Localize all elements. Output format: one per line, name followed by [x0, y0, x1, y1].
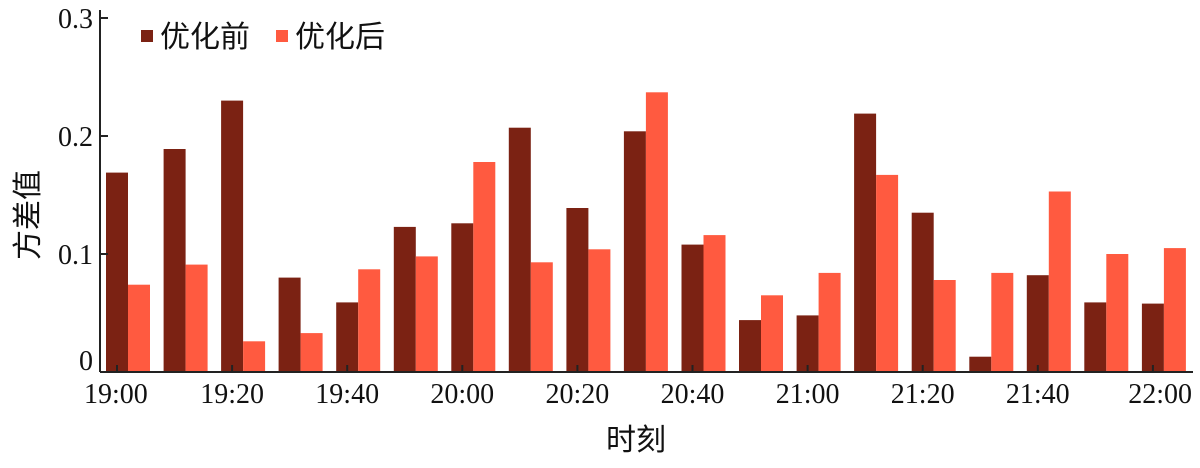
bar-series-1-20:20: [588, 249, 611, 372]
bar-series-1-21:30: [991, 272, 1014, 372]
bar-series-1-19:00: [128, 284, 150, 372]
y-tick-label: 0: [79, 346, 93, 377]
bar-series-0-21:00: [796, 315, 819, 372]
x-tick-label: 20:40: [661, 379, 725, 410]
x-tick-labels: 19:00 19:20 19:40 20:00 20:20 20:40 21:00 21:20…: [84, 379, 1192, 410]
axes: [99, 10, 1193, 373]
x-tick-label: 20:20: [546, 379, 610, 410]
x-axis-title: 时刻: [606, 423, 666, 458]
x-tick-label: 19:40: [315, 379, 379, 410]
y-axis-title: 方差值: [11, 170, 46, 260]
bar-series-1-19:50: [415, 256, 438, 372]
y-tick-label: 0.3: [58, 4, 93, 35]
bar-series-1-19:10: [185, 264, 208, 372]
bar-series-0-19:00: [106, 172, 128, 372]
bar-series-0-22:00: [1141, 303, 1164, 372]
bar-series-1-20:10: [530, 262, 553, 372]
bar-series-0-21:30: [969, 356, 992, 372]
x-tick-label: 19:00: [84, 379, 148, 410]
y-tick-label: 0.2: [58, 122, 93, 153]
bar-series-0-20:50: [739, 320, 761, 372]
legend-swatch-after: [276, 30, 288, 42]
bar-series-0-20:20: [566, 208, 589, 372]
bar-series-0-21:20: [911, 212, 934, 372]
bar-series-0-19:40: [336, 302, 359, 372]
bar-series-0-19:10: [163, 149, 186, 372]
x-tick-label: 20:00: [430, 379, 494, 410]
bar-series-1-21:50: [1106, 254, 1129, 372]
bar-series-0-20:00: [451, 223, 474, 372]
bars: [106, 92, 1186, 373]
bar-series-1-20:40: [703, 235, 726, 372]
bar-series-1-20:30: [645, 92, 668, 373]
bar-series-0-19:30: [278, 277, 301, 372]
bar-series-1-21:40: [1048, 191, 1071, 372]
bar-series-1-19:40: [358, 269, 381, 372]
bar-series-1-21:20: [933, 280, 956, 372]
x-tick-label: 21:00: [776, 379, 840, 410]
bar-series-1-19:20: [243, 341, 266, 372]
x-tick-label: 22:00: [1128, 379, 1192, 410]
bar-series-1-19:30: [300, 333, 323, 372]
bar-series-0-20:40: [681, 244, 704, 372]
x-tick-label: 21:20: [891, 379, 955, 410]
bar-series-1-20:00: [473, 162, 496, 372]
bar-series-0-20:10: [508, 127, 531, 372]
bar-series-0-19:50: [393, 226, 416, 372]
legend-swatch-before: [141, 30, 153, 42]
bar-series-0-19:20: [221, 100, 244, 372]
bar-series-1-20:50: [761, 295, 783, 372]
legend-label-after: 优化后: [295, 20, 385, 55]
x-tick-label: 21:40: [1006, 379, 1070, 410]
bar-series-1-21:00: [818, 272, 841, 372]
y-tick-labels: 0 0.1 0.2 0.3: [58, 4, 93, 377]
bar-series-1-22:00: [1163, 248, 1186, 372]
x-tick-label: 19:20: [200, 379, 264, 410]
y-tick-label: 0.1: [58, 240, 93, 271]
bar-series-0-21:40: [1026, 275, 1049, 372]
bar-series-0-20:30: [623, 131, 646, 372]
legend: 优化前 优化后: [141, 20, 385, 55]
legend-label-before: 优化前: [160, 20, 250, 55]
bar-series-1-21:10: [876, 174, 899, 372]
bar-series-0-21:50: [1084, 302, 1107, 372]
bar-series-0-21:10: [854, 113, 877, 372]
